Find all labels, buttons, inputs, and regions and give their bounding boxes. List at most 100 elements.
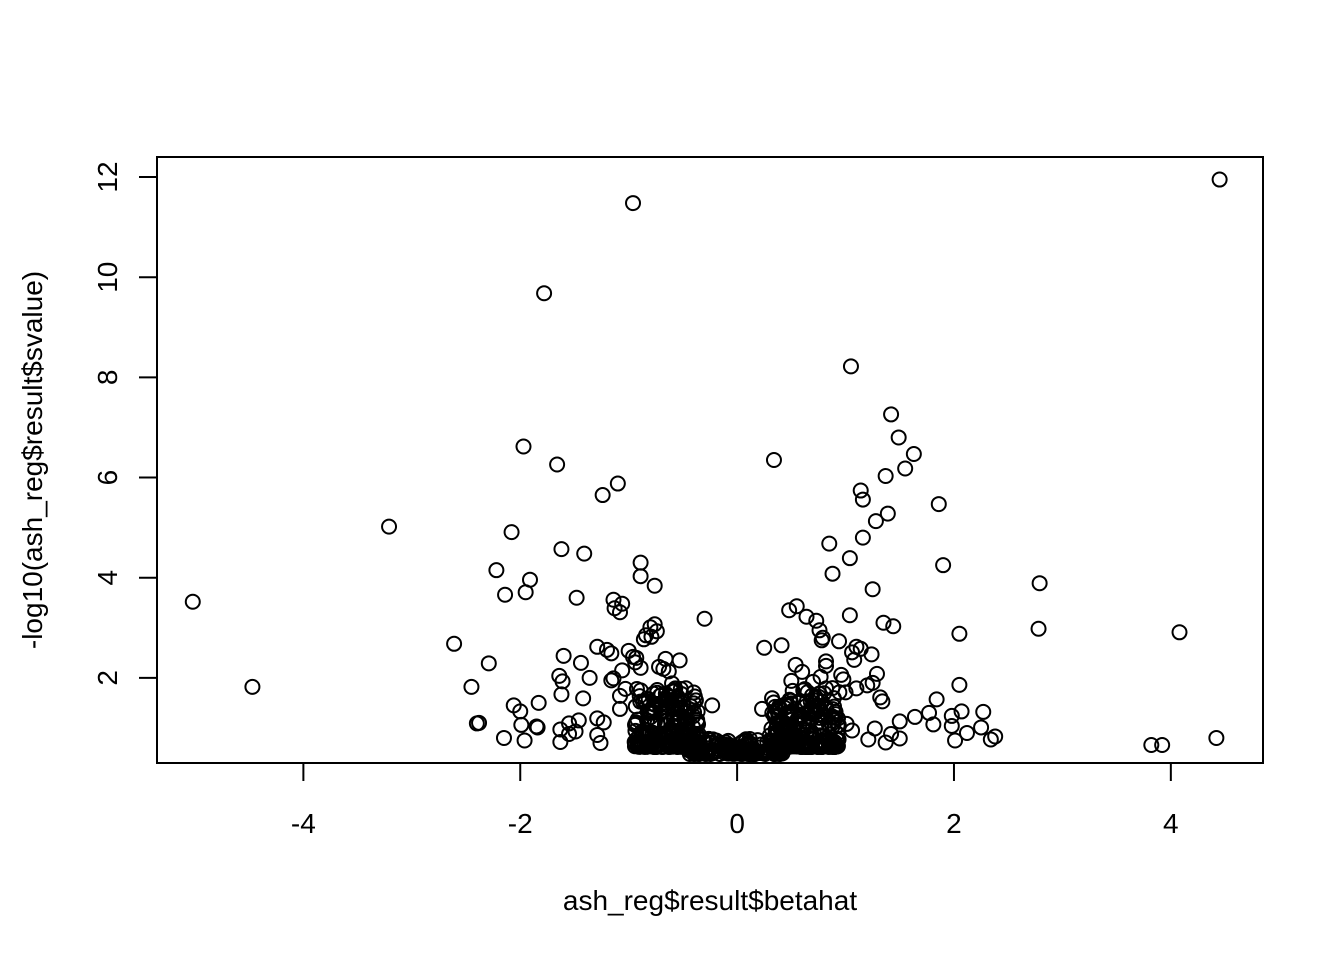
data-point <box>1171 624 1188 641</box>
data-point <box>649 684 666 701</box>
data-point <box>844 722 861 739</box>
data-point <box>798 608 815 625</box>
x-tick-label: -2 <box>508 808 533 839</box>
data-point <box>875 614 892 631</box>
data-point <box>770 706 787 723</box>
x-tick-label: -4 <box>291 808 316 839</box>
data-point <box>660 663 677 680</box>
data-point <box>891 730 908 747</box>
data-point <box>846 651 863 668</box>
data-point <box>696 610 713 627</box>
data-point <box>495 729 512 746</box>
data-point <box>758 744 775 761</box>
data-point <box>906 708 923 725</box>
data-point <box>958 724 975 741</box>
data-point <box>609 475 626 492</box>
data-point <box>879 505 896 522</box>
data-point <box>687 732 704 749</box>
data-point <box>766 745 783 762</box>
data-point <box>842 358 859 375</box>
data-point <box>652 700 669 717</box>
data-point <box>854 491 871 508</box>
data-point <box>808 689 825 706</box>
data-point <box>783 672 800 689</box>
data-point <box>575 690 592 707</box>
data-point <box>753 744 770 761</box>
data-point <box>935 557 952 574</box>
data-point <box>603 672 620 689</box>
data-point <box>747 745 764 762</box>
data-point <box>651 729 668 746</box>
data-point <box>549 456 566 473</box>
data-point <box>468 715 485 732</box>
data-point <box>1143 736 1160 753</box>
data-point <box>656 716 673 733</box>
data-point <box>811 622 828 639</box>
data-point <box>885 618 902 635</box>
data-point <box>612 700 629 717</box>
data-point <box>841 607 858 624</box>
data-point <box>446 635 463 652</box>
data-point <box>897 460 914 477</box>
data-point <box>568 589 585 606</box>
data-point <box>788 598 805 615</box>
data-point <box>809 715 826 732</box>
data-point <box>708 732 725 749</box>
data-point <box>808 612 825 629</box>
data-point <box>572 654 589 671</box>
data-point <box>1031 575 1048 592</box>
data-point <box>632 682 649 699</box>
data-point <box>1030 620 1047 637</box>
data-point <box>516 732 533 749</box>
data-point <box>943 707 960 724</box>
plot-frame <box>156 156 1264 764</box>
data-point <box>928 691 945 708</box>
data-point <box>513 716 530 733</box>
data-point <box>381 518 398 535</box>
data-point <box>648 623 665 640</box>
data-point <box>553 686 570 703</box>
data-point <box>632 554 649 571</box>
data-point <box>635 723 652 740</box>
data-point <box>841 550 858 567</box>
data-point <box>632 568 649 585</box>
data-point <box>756 639 773 656</box>
y-axis-label: -log10(ash_reg$result$svalue) <box>17 271 48 649</box>
data-point <box>1154 736 1171 753</box>
data-point <box>947 732 964 749</box>
data-point <box>831 633 848 650</box>
data-point <box>706 743 723 760</box>
data-point <box>782 692 799 709</box>
data-point <box>781 602 798 619</box>
data-point <box>863 646 880 663</box>
data-point <box>515 438 532 455</box>
data-point <box>704 697 721 714</box>
data-point <box>824 565 841 582</box>
data-point <box>891 713 908 730</box>
x-axis-label: ash_reg$result$betahat <box>563 885 857 916</box>
data-point <box>867 513 884 530</box>
data-point <box>951 625 968 642</box>
data-point <box>975 703 992 720</box>
data-point <box>951 676 968 693</box>
data-point <box>561 725 578 742</box>
data-point <box>943 717 960 734</box>
data-point <box>697 745 714 762</box>
data-point <box>635 631 652 648</box>
data-point <box>675 695 692 712</box>
data-point <box>844 644 861 661</box>
data-point <box>643 628 660 645</box>
data-point <box>877 468 894 485</box>
data-point <box>625 195 642 212</box>
data-point <box>552 733 569 750</box>
data-point <box>603 645 620 662</box>
data-point <box>852 482 869 499</box>
data-point <box>529 719 546 736</box>
data-point <box>612 604 629 621</box>
data-point <box>530 694 547 711</box>
data-point <box>890 429 907 446</box>
data-point <box>848 680 865 697</box>
data-point <box>463 678 480 695</box>
data-point <box>953 703 970 720</box>
data-point <box>614 662 631 679</box>
